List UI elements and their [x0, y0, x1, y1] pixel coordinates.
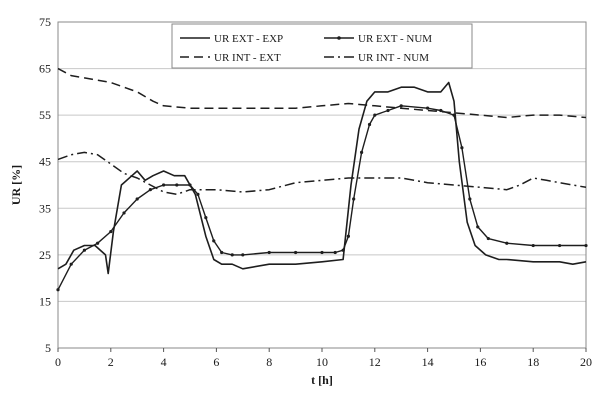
data-point	[241, 253, 245, 257]
data-point	[320, 250, 324, 255]
data-point	[352, 197, 356, 201]
data-point	[468, 197, 472, 201]
series-line-1	[57, 81, 587, 275]
x-tick-label: 2	[108, 355, 114, 369]
x-axis-title: t [h]	[311, 373, 333, 387]
data-point	[204, 216, 208, 220]
data-point	[148, 188, 152, 192]
x-tick-label: 8	[266, 355, 272, 369]
data-point	[212, 239, 216, 243]
data-point	[426, 106, 430, 110]
data-point	[346, 234, 350, 238]
data-point	[386, 108, 390, 113]
data-point	[196, 192, 200, 196]
data-point	[460, 146, 464, 150]
data-point	[486, 236, 490, 241]
data-point	[341, 248, 345, 252]
series-line-3	[57, 67, 587, 119]
data-point	[135, 197, 139, 201]
y-tick-label: 65	[39, 62, 51, 76]
data-point	[220, 250, 224, 255]
data-point	[230, 253, 234, 257]
x-tick-label: 16	[474, 355, 486, 369]
x-tick-label: 10	[316, 355, 328, 369]
series-line-2	[57, 105, 586, 291]
x-tick-label: 18	[527, 355, 539, 369]
legend-entry-3: UR INT - EXT	[180, 52, 281, 64]
x-tick-label: 14	[422, 355, 434, 369]
y-tick-label: 75	[39, 15, 51, 29]
y-tick-label: 55	[39, 108, 51, 122]
y-tick-label: 15	[39, 294, 51, 308]
legend-entry-1: UR EXT - EXP	[180, 33, 283, 45]
data-point	[584, 243, 588, 248]
data-point	[56, 288, 60, 292]
y-tick-label: 25	[39, 248, 51, 262]
data-point	[188, 183, 192, 187]
x-tick-label: 6	[213, 355, 219, 369]
data-point	[294, 250, 298, 255]
legend-swatch-marker-2	[337, 36, 341, 40]
x-tick-label: 4	[161, 355, 167, 369]
y-tick-label: 45	[39, 155, 51, 169]
data-point	[162, 183, 166, 187]
series-layer	[56, 67, 588, 292]
data-point	[267, 250, 271, 255]
data-point	[122, 211, 126, 215]
tick-layer: 5 15 25 35 45 55 65 75 0 2 4 6 8 10 12 14 16 18 20	[39, 15, 592, 369]
series-line-4	[57, 151, 587, 196]
data-point	[82, 248, 86, 252]
legend-label-1: UR EXT - EXP	[214, 33, 283, 45]
data-point	[109, 229, 113, 234]
legend: UR EXT - EXP UR EXT - NUM UR INT - EXT U…	[171, 23, 473, 69]
legend-label-3: UR INT - EXT	[214, 52, 281, 64]
legend-box	[171, 23, 473, 69]
legend-entry-2: UR EXT - NUM	[324, 33, 432, 45]
data-point	[452, 113, 456, 117]
y-tick-label: 5	[45, 341, 51, 355]
data-point	[96, 241, 100, 245]
data-point	[439, 108, 443, 113]
data-point	[373, 113, 377, 117]
data-point	[333, 250, 337, 255]
legend-label-2: UR EXT - NUM	[358, 33, 432, 45]
x-tick-label: 0	[55, 355, 61, 369]
y-axis-title: UR [%]	[9, 165, 23, 205]
legend-entry-4: UR INT - NUM	[324, 52, 429, 64]
data-point	[531, 243, 535, 248]
x-tick-label: 20	[580, 355, 592, 369]
data-point	[476, 225, 480, 229]
y-tick-label: 35	[39, 201, 51, 215]
data-point	[360, 150, 364, 154]
data-point	[175, 183, 179, 187]
legend-label-4: UR INT - NUM	[358, 52, 429, 64]
data-point	[69, 262, 73, 266]
data-point	[367, 122, 372, 127]
x-tick-label: 12	[369, 355, 381, 369]
data-point	[399, 104, 403, 108]
data-point	[558, 243, 562, 248]
data-point	[505, 241, 509, 245]
